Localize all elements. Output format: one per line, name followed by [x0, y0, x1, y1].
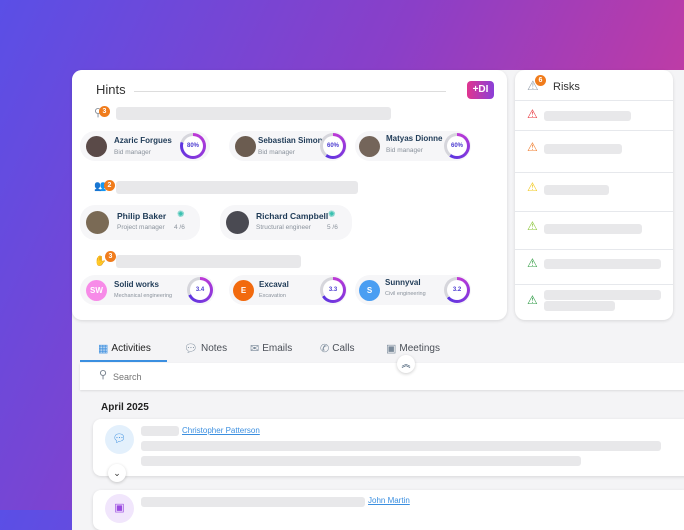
meeting-icon: ▣	[386, 343, 397, 355]
risk-item[interactable]: ⚠	[515, 130, 673, 172]
score-ring: 60%	[444, 133, 470, 159]
placeholder-bar	[116, 255, 301, 268]
count-badge: 6	[535, 75, 546, 86]
phone-icon: ✆	[320, 343, 330, 355]
collapse-button[interactable]: ︽	[397, 355, 415, 373]
avatar	[226, 211, 249, 234]
tab-bar	[80, 334, 684, 363]
avatar	[235, 136, 256, 157]
supplier-name: Excaval	[259, 280, 289, 289]
hand-icon: ✋	[94, 256, 107, 267]
risks-card: ⚠ 6 Risks ⚠ ⚠ ⚠ ⚠ ⚠ ⚠	[515, 70, 673, 320]
month-heading: April 2025	[101, 402, 149, 413]
count-badge: 3	[105, 251, 116, 262]
score-ring: 80%	[180, 133, 206, 159]
candidate-card[interactable]: Sebastian Simon Bid manager 60%	[229, 131, 347, 161]
supplier-name: Solid works	[114, 280, 159, 289]
candidate-name: Sebastian Simon	[258, 136, 323, 145]
supplier-card[interactable]: E Excaval Excavation 3.3	[229, 275, 347, 305]
placeholder-bar	[116, 181, 358, 194]
search-input[interactable]	[113, 369, 413, 385]
email-icon: ✉	[250, 343, 260, 355]
search-icon: ⚲	[99, 369, 108, 381]
tab-activities[interactable]: ▦ Activities	[98, 343, 151, 355]
team-member-card[interactable]: Richard Campbell Structural engineer ✺ 5…	[220, 205, 352, 240]
supplier-logo: SW	[86, 280, 107, 301]
divider	[134, 91, 446, 92]
tab-emails[interactable]: ✉ Emails	[250, 343, 293, 355]
risk-warning-icon: ⚠	[527, 180, 538, 194]
warning-icon: ⚠	[527, 78, 539, 93]
supplier-category: Mechanical engineering	[114, 293, 173, 299]
avatar	[86, 211, 109, 234]
risk-warning-icon: ⚠	[527, 293, 538, 307]
skills-icon: ✺	[177, 209, 185, 219]
tab-notes[interactable]: 💬︎ Notes	[184, 343, 228, 355]
candidate-card[interactable]: Matyas Dionne Bid manager 60%	[355, 131, 471, 161]
skills-icon: ✺	[328, 209, 336, 219]
avatar	[359, 136, 380, 157]
member-role: Project manager	[117, 224, 165, 231]
rating-ring: 3.4	[187, 277, 213, 303]
risk-item[interactable]: ⚠	[515, 211, 673, 249]
member-name: Philip Baker	[117, 211, 167, 221]
contact-link[interactable]: John Martin	[368, 496, 410, 505]
supplier-name: Sunnyval	[385, 278, 421, 287]
risk-warning-icon: ⚠	[527, 140, 538, 154]
team-icon: 👥	[94, 181, 107, 192]
candidate-name: Matyas Dionne	[386, 134, 443, 143]
risks-title: Risks	[553, 81, 580, 93]
risk-item[interactable]: ⚠	[515, 284, 673, 320]
candidate-role: Bid manager	[258, 149, 295, 156]
candidate-card[interactable]: Azaric Forgues Bid manager 80%	[80, 131, 210, 161]
note-icon: 💬︎	[105, 425, 134, 454]
candidate-name: Azaric Forgues	[114, 136, 172, 145]
ai-button[interactable]: +DI	[467, 81, 494, 99]
activity-card[interactable]: 💬︎ Christopher Patterson	[93, 419, 684, 476]
rating-ring: 3.3	[320, 277, 346, 303]
hints-title: Hints	[96, 82, 126, 97]
risk-item[interactable]: ⚠	[515, 100, 673, 130]
supplier-card[interactable]: SW Solid works Mechanical engineering 3.…	[80, 275, 215, 305]
score-ring: 60%	[320, 133, 346, 159]
count-badge: 2	[104, 180, 115, 191]
hints-card: Hints +DI ⚲ 3 👥 2 ✋ 3 Azaric Forgues Bid…	[72, 70, 507, 320]
user-search-icon: ⚲	[94, 107, 103, 119]
tab-calls[interactable]: ✆ Calls	[320, 343, 355, 355]
candidate-role: Bid manager	[114, 149, 151, 156]
supplier-category: Excavation	[259, 293, 286, 299]
avatar	[86, 136, 107, 157]
risk-item[interactable]: ⚠	[515, 249, 673, 284]
count-badge: 3	[99, 106, 110, 117]
expand-button[interactable]: ⌄	[108, 464, 126, 482]
tab-meetings[interactable]: ▣ Meetings	[386, 343, 440, 355]
supplier-card[interactable]: S Sunnyval Civil engineering 3.2	[355, 275, 471, 305]
risk-warning-icon: ⚠	[527, 107, 538, 121]
risk-warning-icon: ⚠	[527, 219, 538, 233]
supplier-category: Civil engineering	[385, 291, 426, 297]
supplier-logo: S	[359, 280, 380, 301]
risk-item[interactable]: ⚠	[515, 172, 673, 211]
active-tab-indicator	[80, 360, 167, 362]
candidate-role: Bid manager	[386, 147, 423, 154]
team-member-card[interactable]: Philip Baker Project manager ✺ 4 /6	[80, 205, 200, 240]
match-ratio: 4 /6	[174, 224, 185, 231]
calendar-icon: ▦	[98, 343, 109, 355]
meeting-icon: ▣	[105, 494, 134, 523]
activity-card[interactable]: ▣ John Martin	[93, 490, 684, 530]
match-ratio: 5 /6	[327, 224, 338, 231]
note-icon: 💬︎	[184, 343, 198, 355]
rating-ring: 3.2	[444, 277, 470, 303]
member-name: Richard Campbell	[256, 211, 329, 221]
placeholder-bar	[116, 107, 391, 120]
contact-link[interactable]: Christopher Patterson	[182, 426, 260, 435]
member-role: Structural engineer	[256, 224, 311, 231]
risk-warning-icon: ⚠	[527, 256, 538, 270]
supplier-logo: E	[233, 280, 254, 301]
